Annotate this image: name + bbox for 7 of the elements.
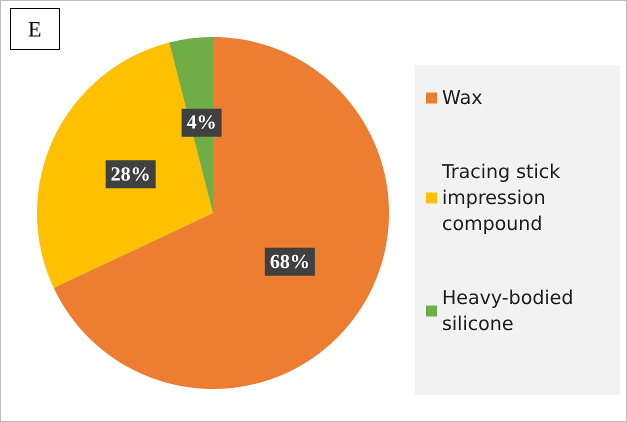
chart-title: E xyxy=(28,16,42,42)
data-label: 28% xyxy=(110,163,151,186)
legend-label: Wax xyxy=(442,87,482,109)
legend-label: Heavy-bodied silicone xyxy=(442,287,580,335)
data-label: 4% xyxy=(186,112,217,134)
legend-label: Tracing stick impression compound xyxy=(441,161,566,235)
data-label: 68% xyxy=(270,250,310,273)
